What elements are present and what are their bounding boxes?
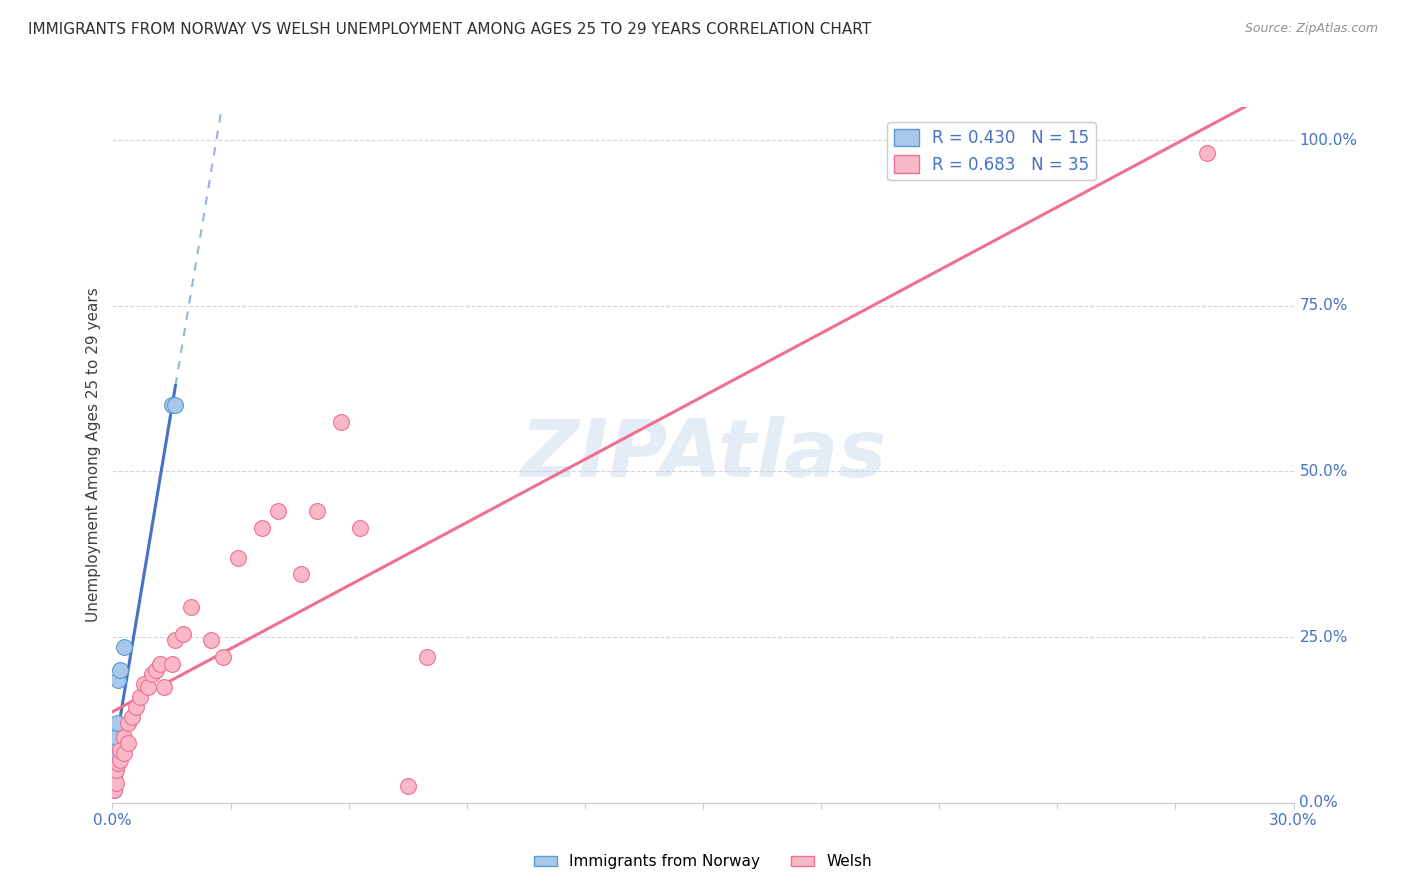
Text: 50.0%: 50.0% — [1299, 464, 1348, 479]
Point — [396, 779, 419, 793]
Point — [172, 627, 194, 641]
Point — [112, 730, 135, 744]
Text: 25.0%: 25.0% — [1299, 630, 1348, 645]
Point — [1195, 146, 1218, 161]
Point — [107, 673, 129, 688]
Point — [165, 398, 187, 412]
Point — [105, 730, 128, 744]
Point — [112, 746, 135, 760]
Point — [160, 657, 183, 671]
Point — [141, 666, 163, 681]
Point — [329, 415, 352, 429]
Point — [103, 769, 125, 783]
Point — [105, 739, 128, 754]
Point — [117, 716, 139, 731]
Point — [416, 650, 439, 665]
Point — [105, 776, 128, 790]
Point — [110, 663, 132, 677]
Point — [117, 736, 139, 750]
Text: IMMIGRANTS FROM NORWAY VS WELSH UNEMPLOYMENT AMONG AGES 25 TO 29 YEARS CORRELATI: IMMIGRANTS FROM NORWAY VS WELSH UNEMPLOY… — [28, 22, 872, 37]
Point — [349, 521, 371, 535]
Text: 75.0%: 75.0% — [1299, 298, 1348, 313]
Text: Source: ZipAtlas.com: Source: ZipAtlas.com — [1244, 22, 1378, 36]
Point — [104, 746, 127, 760]
Point — [105, 763, 128, 777]
Point — [103, 776, 125, 790]
Text: 100.0%: 100.0% — [1299, 133, 1357, 148]
Point — [200, 633, 222, 648]
Point — [307, 504, 329, 518]
Point — [103, 763, 125, 777]
Legend: Immigrants from Norway, Welsh: Immigrants from Norway, Welsh — [529, 848, 877, 875]
Point — [107, 756, 129, 770]
Text: ZIPAtlas: ZIPAtlas — [520, 416, 886, 494]
Point — [129, 690, 152, 704]
Point — [180, 600, 202, 615]
Point — [149, 657, 172, 671]
Point — [160, 398, 183, 412]
Point — [250, 521, 273, 535]
Point — [211, 650, 233, 665]
Point — [267, 504, 290, 518]
Point — [136, 680, 159, 694]
Point — [104, 753, 127, 767]
Point — [132, 676, 155, 690]
Point — [121, 709, 143, 723]
Point — [104, 756, 127, 770]
Point — [125, 699, 148, 714]
Point — [105, 716, 128, 731]
Legend: R = 0.430   N = 15, R = 0.683   N = 35: R = 0.430 N = 15, R = 0.683 N = 35 — [887, 122, 1097, 180]
Point — [165, 633, 187, 648]
Point — [228, 550, 250, 565]
Point — [290, 567, 312, 582]
Point — [110, 743, 132, 757]
Point — [112, 640, 135, 654]
Point — [145, 663, 167, 677]
Point — [103, 782, 125, 797]
Point — [110, 753, 132, 767]
Point — [152, 680, 174, 694]
Text: 0.0%: 0.0% — [1299, 796, 1339, 810]
Point — [103, 782, 125, 797]
Y-axis label: Unemployment Among Ages 25 to 29 years: Unemployment Among Ages 25 to 29 years — [86, 287, 101, 623]
